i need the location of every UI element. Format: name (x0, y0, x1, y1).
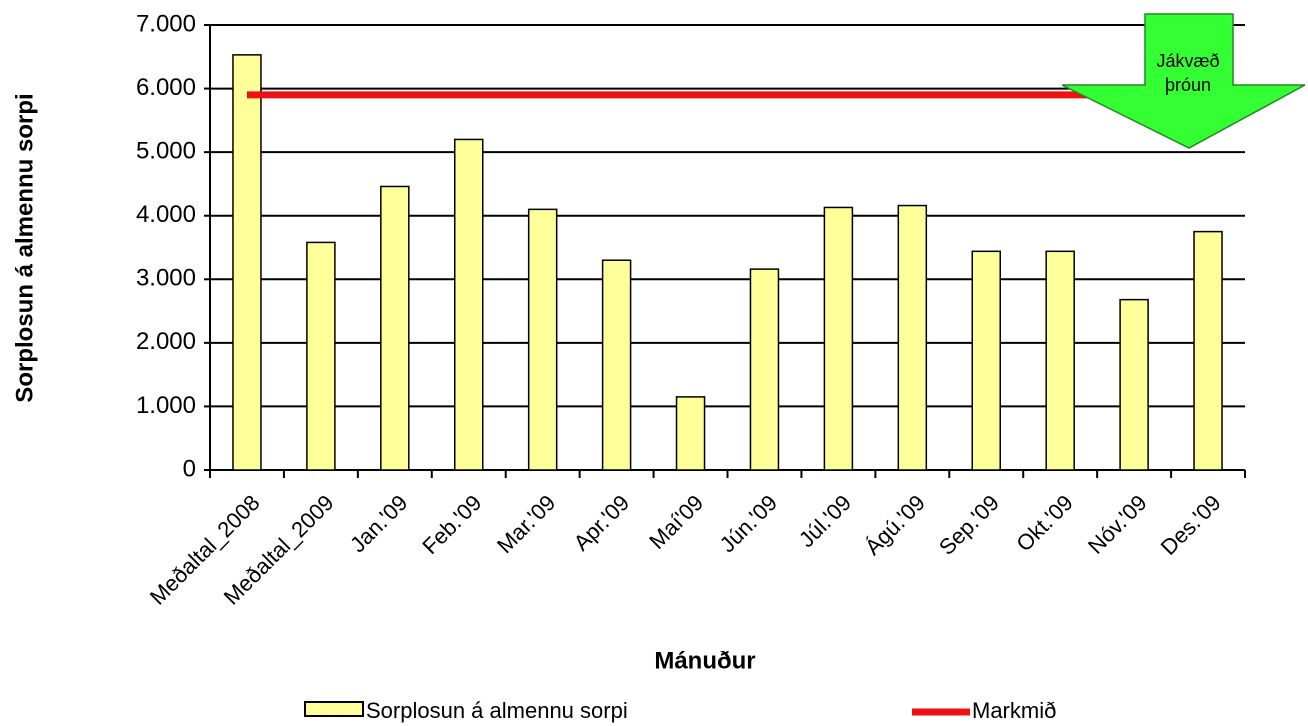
y-axis-label: Sorplosun á almennu sorpi (11, 93, 38, 402)
y-tick-label: 2.000 (136, 328, 196, 355)
x-tick-label: Júl.'09 (794, 490, 856, 552)
bar (380, 185, 410, 471)
legend-swatch (304, 701, 364, 717)
bar (306, 241, 336, 471)
x-tick-label: Ágú.'09 (860, 490, 930, 560)
bar (749, 268, 780, 471)
x-tick-label: Mar.'09 (492, 490, 560, 558)
x-tick-label: Jún.'09 (715, 490, 782, 557)
legend-label: Sorplosun á almennu sorpi (366, 698, 628, 723)
y-tick-label: 3.000 (136, 265, 196, 292)
bar (823, 206, 854, 471)
bar (527, 208, 558, 471)
x-tick-label: Maí'09 (644, 490, 708, 554)
x-tick-label: Feb.'09 (417, 490, 486, 559)
x-tick-label: Okt.'09 (1011, 490, 1077, 556)
y-tick-label: 5.000 (136, 137, 196, 164)
bar (1119, 298, 1149, 471)
y-tick-label: 0 (183, 455, 196, 482)
y-tick-label: 4.000 (136, 201, 196, 228)
x-tick-label: Des.'09 (1156, 490, 1226, 560)
x-tick-label: Jan.'09 (345, 490, 412, 557)
bar (601, 259, 632, 471)
bar (454, 138, 484, 471)
x-axis-label: Mánuður (654, 647, 755, 674)
y-tick-label: 1.000 (136, 392, 196, 419)
y-tick-label: 6.000 (136, 74, 196, 101)
x-tick-label: Sep.'09 (934, 490, 1004, 560)
y-tick-label: 7.000 (136, 10, 196, 37)
x-tick-label: Nóv.'09 (1083, 490, 1152, 559)
legend-label: Markmið (972, 698, 1056, 723)
annotation-arrow (1061, 13, 1306, 149)
bar (897, 204, 928, 471)
annotation: Jákvæð (1156, 51, 1219, 71)
annotation: þróun (1165, 75, 1211, 95)
bar (675, 396, 706, 471)
bar (1045, 250, 1075, 471)
bar (232, 54, 262, 471)
bar (971, 250, 1001, 471)
x-tick-label: Apr.'09 (569, 490, 635, 556)
bar (1193, 230, 1223, 471)
